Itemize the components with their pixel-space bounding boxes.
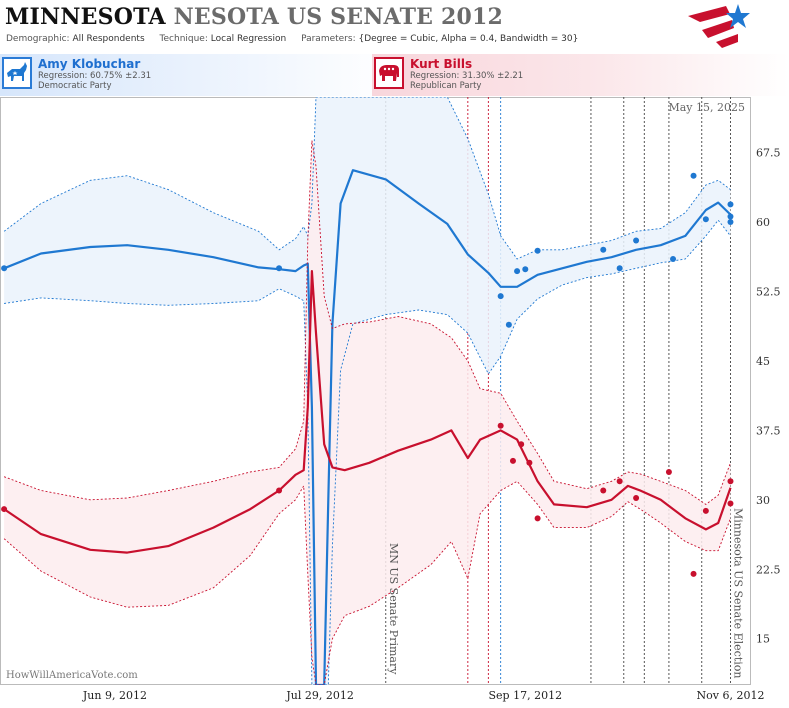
dem-poll-point (690, 172, 697, 179)
y-tick-label: 37.5 (756, 424, 781, 437)
rep-poll-point (518, 441, 525, 448)
dem-poll-point (727, 201, 734, 208)
candidate-bar: Amy Klobuchar Regression: 60.75% ±2.31 D… (0, 54, 789, 96)
dem-poll-point (600, 246, 607, 253)
dem-poll-point (1, 265, 8, 272)
rep-poll-point (665, 469, 672, 476)
technique-label: Technique: (159, 34, 208, 44)
candidate-rep: Kurt Bills Regression: 31.30% ±2.21 Repu… (372, 54, 789, 96)
dem-party: Democratic Party (38, 81, 112, 91)
technique-value: Local Regression (210, 34, 287, 44)
dem-poll-point (616, 265, 623, 272)
dem-poll-point (702, 216, 709, 223)
demographic-value: All Respondents (72, 34, 145, 44)
rep-regression-line (3, 270, 732, 554)
x-tick-label: Jul 29, 2012 (285, 689, 354, 702)
chart: 15 22.5 30 37.5 45 52.5 60 67.5 Jun 9, 2012 Jul 2… (0, 97, 789, 704)
demographic-label: Demographic: (6, 34, 70, 44)
x-tick-label: Sep 17, 2012 (489, 689, 563, 702)
dem-poll-point (497, 293, 504, 300)
y-tick-label: 30 (756, 494, 770, 507)
y-tick-label: 45 (756, 355, 770, 368)
rep-poll-point (633, 494, 640, 501)
chart-svg: 15 22.5 30 37.5 45 52.5 60 67.5 Jun 9, 2012 Jul 2… (0, 97, 781, 702)
parameters-label: Parameters: (301, 34, 356, 44)
rep-poll-point (276, 487, 283, 494)
dem-regression-line (3, 169, 732, 685)
dem-regression: Regression: 60.75% ±2.31 (38, 71, 152, 81)
y-tick-label: 52.5 (756, 285, 781, 298)
y-tick-label: 22.5 (756, 563, 781, 576)
dem-poll-point (633, 237, 640, 244)
rep-poll-point (497, 422, 504, 429)
rep-poll-point (526, 459, 533, 466)
dem-poll-point (670, 256, 677, 263)
dem-poll-point (514, 268, 521, 275)
dem-poll-point (522, 266, 529, 273)
dem-poll-point (727, 213, 734, 220)
dem-poll-point (505, 321, 512, 328)
rep-poll-point (702, 507, 709, 514)
rep-poll-point (600, 487, 607, 494)
rep-poll-point (727, 500, 734, 507)
rep-poll-point (727, 478, 734, 485)
rep-band-upper (3, 140, 731, 505)
y-tick-label: 60 (756, 216, 770, 229)
rep-poll-point (1, 506, 8, 513)
dem-poll-point (727, 219, 734, 226)
rep-party: Republican Party (410, 81, 482, 91)
dem-band-lower (4, 219, 731, 685)
parameters-line: Demographic: All Respondents Technique: … (6, 34, 578, 44)
watermark: HowWillAmericaVote.com (6, 670, 138, 681)
x-tick-label: Jun 9, 2012 (82, 689, 147, 702)
event-annotation: MN US Senate Primary (387, 543, 400, 675)
dem-poll-point (276, 265, 283, 272)
rep-poll-point (690, 570, 697, 577)
title-state: MINNESOTA (5, 4, 166, 30)
page-title: MINNESOTA NESOTA US SENATE 2012 (5, 4, 503, 30)
plot-layer (1, 97, 734, 685)
candidate-dem: Amy Klobuchar Regression: 60.75% ±2.31 D… (0, 54, 394, 96)
rep-poll-point (509, 457, 516, 464)
parameters-value: {Degree = Cubic, Alpha = 0.4, Bandwidth … (358, 34, 579, 44)
dem-candidate-name: Amy Klobuchar (38, 57, 141, 71)
rep-confidence-band (4, 140, 731, 685)
rep-poll-point (534, 515, 541, 522)
event-annotation: Minnesota US Senate Election (731, 508, 744, 678)
title-rest: NESOTA US SENATE 2012 (173, 4, 504, 30)
x-tick-label: Nov 6, 2012 (697, 689, 765, 702)
dem-band-upper (3, 97, 731, 260)
y-tick-label: 15 (756, 633, 770, 646)
dem-confidence-band (4, 97, 731, 685)
rep-band-lower (3, 480, 731, 685)
elephant-icon (374, 57, 404, 89)
donkey-icon (2, 57, 32, 89)
date-label: May 15, 2025 (668, 101, 745, 114)
rep-poll-point (616, 478, 623, 485)
rep-candidate-name: Kurt Bills (410, 57, 473, 71)
star-logo-icon (688, 4, 750, 48)
header: MINNESOTA NESOTA US SENATE 2012 Demograp… (0, 0, 789, 54)
dem-poll-point (534, 247, 541, 254)
y-tick-label: 67.5 (756, 147, 781, 160)
rep-regression: Regression: 31.30% ±2.21 (410, 71, 524, 81)
